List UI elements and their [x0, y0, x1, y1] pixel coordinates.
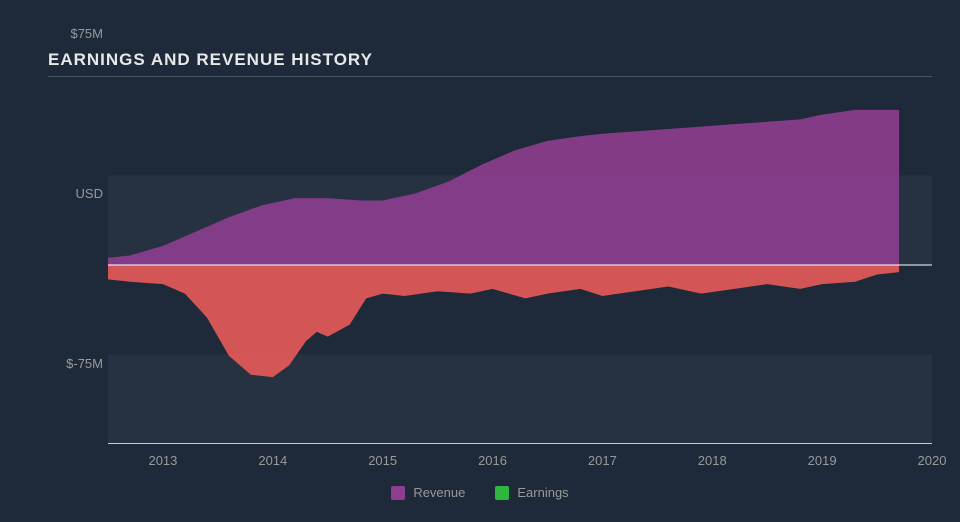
title-underline [48, 76, 932, 77]
legend-item-revenue: Revenue [391, 485, 465, 500]
legend-item-earnings: Earnings [495, 485, 568, 500]
plot-area: 20132014201520162017201820192020 [108, 86, 932, 444]
x-tick-label: 2015 [368, 453, 397, 468]
legend-label-revenue: Revenue [413, 485, 465, 500]
legend-label-earnings: Earnings [517, 485, 568, 500]
x-tick-label: 2020 [918, 453, 947, 468]
x-tick-label: 2014 [258, 453, 287, 468]
x-tick-label: 2018 [698, 453, 727, 468]
y-tick-bottom: $-75M [43, 356, 103, 371]
y-tick-top: $75M [43, 26, 103, 41]
x-tick-label: 2019 [808, 453, 837, 468]
legend-swatch-revenue [391, 486, 405, 500]
legend: Revenue Earnings [8, 485, 952, 500]
x-tick-label: 2017 [588, 453, 617, 468]
x-tick-label: 2016 [478, 453, 507, 468]
chart-container: EARNINGS AND REVENUE HISTORY $75M USD $-… [8, 8, 952, 514]
x-tick-label: 2013 [148, 453, 177, 468]
chart-title: EARNINGS AND REVENUE HISTORY [48, 50, 373, 70]
y-axis-label: USD [43, 186, 103, 201]
legend-swatch-earnings [495, 486, 509, 500]
chart-svg [108, 86, 932, 444]
